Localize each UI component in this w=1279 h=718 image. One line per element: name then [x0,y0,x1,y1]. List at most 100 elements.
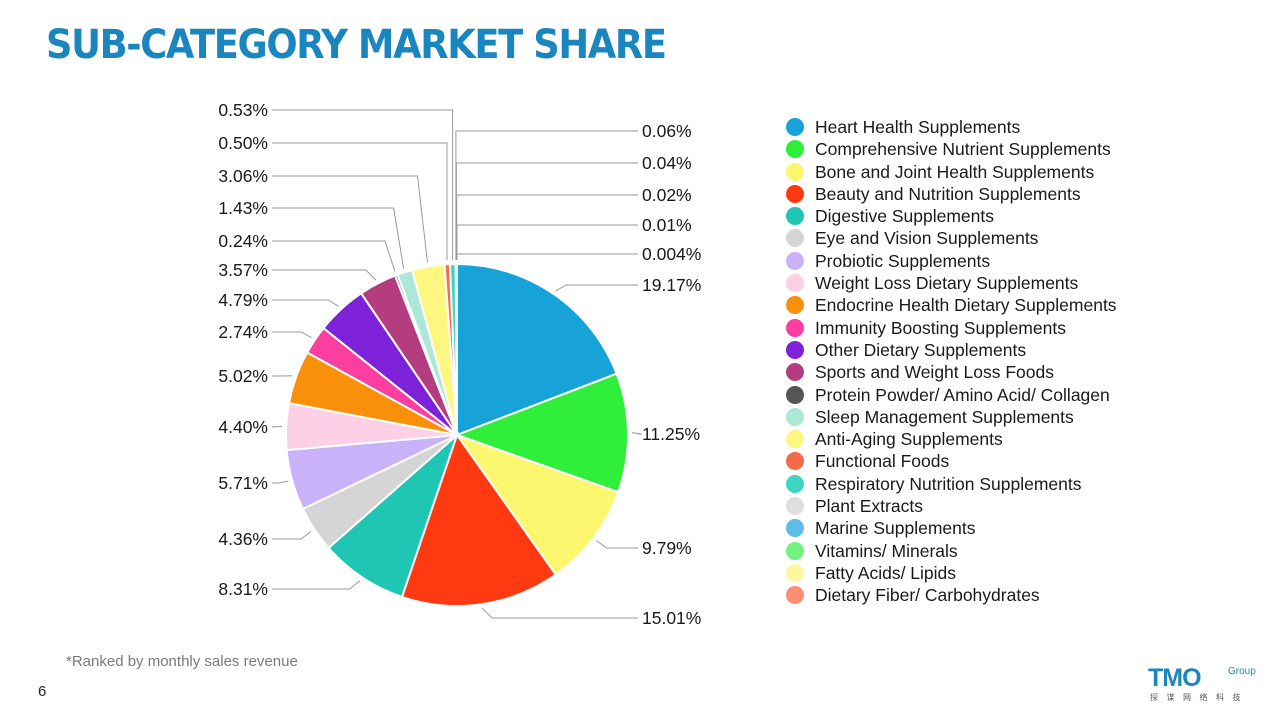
legend-swatch [786,274,804,293]
legend-swatch [786,407,804,426]
legend-label: Immunity Boosting Supplements [815,317,1066,338]
legend-swatch [786,385,804,404]
data-label: 0.04% [642,153,692,173]
legend-swatch [786,586,804,605]
legend-item: Probiotic Supplements [786,250,1117,272]
leader-line [631,432,643,435]
data-label: 0.01% [642,215,692,235]
legend-label: Endocrine Health Dietary Supplements [815,295,1117,316]
data-label: 0.53% [218,100,268,120]
data-label: 1.43% [218,198,268,218]
legend-swatch [786,340,804,359]
legend-label: Respiratory Nutrition Supplements [815,473,1082,494]
legend-swatch [786,229,804,248]
leader-line [272,175,428,263]
leader-line [272,425,283,428]
legend-item: Sports and Weight Loss Foods [786,361,1117,383]
pie-slice [400,432,558,607]
data-label: 5.71% [218,473,268,493]
data-label: 4.36% [218,529,268,549]
legend-item: Functional Foods [786,450,1117,472]
legend-swatch [786,207,804,226]
legend-swatch [786,519,804,538]
logo-group-text: Group [1228,666,1256,677]
leader-line [272,299,339,307]
footnote: *Ranked by monthly sales revenue [66,653,298,670]
legend-label: Other Dietary Supplements [815,339,1027,360]
legend-item: Vitamins/ Minerals [786,540,1117,562]
value-labels: 19.17% 11.25% 9.79% 15.01% 8.31% 4.36% 5.71% 4.… [218,100,701,628]
page-title: SUB-CATEGORY MARKET SHARE [46,22,667,68]
legend-swatch [786,318,804,337]
page-number: 6 [38,683,47,700]
data-label: 8.31% [218,579,268,599]
legend-item: Eye and Vision Supplements [786,227,1117,249]
legend-swatch [786,184,804,203]
legend-swatch [786,162,804,181]
legend-swatch [786,452,804,471]
legend-item: Plant Extracts [786,495,1117,517]
data-label: 0.50% [218,133,268,153]
legend-swatch [786,118,804,136]
data-label: 4.40% [218,417,268,437]
company-logo: TMO Group 探谋网络科技 [1148,664,1268,704]
legend-label: Heart Health Supplements [815,117,1021,137]
pie-slice [327,431,460,599]
data-label: 0.004% [642,244,701,264]
legend-item: Comprehensive Nutrient Supplements [786,138,1117,160]
leader-line [481,607,638,619]
legend-item: Anti-Aging Supplements [786,428,1117,450]
legend-label: Beauty and Nutrition Supplements [815,183,1081,204]
legend-label: Weight Loss Dietary Supplements [815,273,1079,294]
leader-lines [272,109,643,619]
legend-swatch [786,563,804,582]
leader-line [272,331,312,339]
legend-label: Digestive Supplements [815,206,994,227]
legend-item: Respiratory Nutrition Supplements [786,473,1117,495]
leader-line [272,580,361,590]
legend-item: Beauty and Nutrition Supplements [786,183,1117,205]
data-label: 0.24% [218,231,268,251]
logo-subtitle: 探谋网络科技 [1150,693,1249,702]
leader-line [272,142,448,261]
logo-wordmark: TMO [1148,664,1202,692]
legend-label: Probiotic Supplements [815,250,991,271]
legend-label: Plant Extracts [815,496,923,517]
legend-swatch [786,497,804,516]
legend-swatch [786,474,804,493]
leader-line [555,284,638,292]
leader-line [272,240,396,272]
legend-swatch [786,251,804,270]
leader-line [456,253,638,260]
data-label: 19.17% [642,275,701,295]
pie-chart: 19.17% 11.25% 9.79% 15.01% 8.31% 4.36% 5.71% 4.… [218,100,701,628]
leader-line [272,269,377,281]
legend-label: Sleep Management Supplements [815,406,1074,427]
data-label: 0.06% [642,121,692,141]
legend-label: Marine Supplements [815,518,976,539]
legend-label: Sports and Weight Loss Foods [815,362,1054,383]
legend-item: Weight Loss Dietary Supplements [786,272,1117,294]
data-label: 15.01% [642,608,701,628]
leader-line [455,162,638,260]
legend-swatch [786,430,804,449]
legend-swatch [786,363,804,382]
legend-label: Eye and Vision Supplements [815,228,1039,249]
leader-line [456,224,638,260]
legend-item: Other Dietary Supplements [786,339,1117,361]
legend-item: Dietary Fiber/ Carbohydrates [786,584,1117,606]
data-label: 11.25% [642,424,700,444]
data-label: 9.79% [642,538,692,558]
leader-line [272,207,405,269]
leader-line [272,531,312,540]
legend-label: Protein Powder/ Amino Acid/ Collagen [815,384,1110,405]
pie-slice [454,372,629,494]
pie-slice [456,262,618,437]
leader-line [456,194,638,260]
legend-item: Heart Health Supplements [786,116,1117,138]
pie-slice [454,433,620,577]
legend-label: Functional Foods [815,451,950,472]
legend-swatch [786,140,804,159]
legend-swatch [786,296,804,315]
legend-label: Anti-Aging Supplements [815,429,1003,450]
